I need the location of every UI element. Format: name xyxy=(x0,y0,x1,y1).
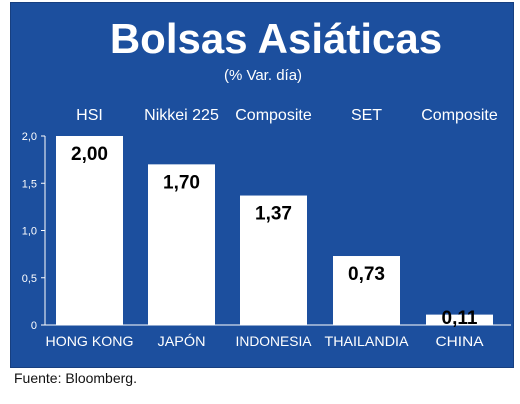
index-name-label: HSI xyxy=(76,107,103,124)
index-name-label: SET xyxy=(351,107,382,124)
bar-5 xyxy=(426,314,493,325)
y-tick-label: 1,5 xyxy=(22,178,37,190)
category-label: HONG KONG xyxy=(46,333,134,349)
value-label: 0,73 xyxy=(348,264,385,285)
bar-2 xyxy=(148,164,215,325)
source-note: Fuente: Bloomberg. xyxy=(14,370,137,386)
y-tick-label: 0,5 xyxy=(22,273,37,285)
category-label: THAILANDIA xyxy=(325,333,410,349)
value-label: 2,00 xyxy=(71,144,108,165)
category-label: JAPÓN xyxy=(158,333,206,349)
chart-subtitle: (% Var. día) xyxy=(224,67,302,84)
chart-title: Bolsas Asiáticas xyxy=(110,15,442,62)
index-name-label: Nikkei 225 xyxy=(144,107,219,124)
value-label: 1,37 xyxy=(255,204,292,225)
y-tick-label: 0 xyxy=(31,320,37,332)
bar-3 xyxy=(240,195,307,325)
y-tick-label: 2,0 xyxy=(22,131,37,143)
value-label: 0,11 xyxy=(442,308,478,329)
chart-panel: Bolsas Asiáticas (% Var. día) 0 0,5 1,0 1,5… xyxy=(10,2,514,368)
index-name-label: Composite xyxy=(421,107,498,124)
value-label: 1,70 xyxy=(163,172,200,193)
y-ticks: 0 0,5 1,0 1,5 2,0 xyxy=(22,131,45,332)
bar-chart: Bolsas Asiáticas (% Var. día) 0 0,5 1,0 1,5… xyxy=(22,15,511,349)
y-tick-label: 1,0 xyxy=(22,226,37,238)
index-name-label: Composite xyxy=(235,107,312,124)
category-label: INDONESIA xyxy=(236,333,313,349)
bars: 2,00 HSI HONG KONG 1,70 Nikkei 225 JAPÓN 1,37 C… xyxy=(46,107,498,349)
category-label: CHINA xyxy=(436,333,485,349)
bar-4 xyxy=(333,256,400,325)
bar-1 xyxy=(56,136,123,325)
